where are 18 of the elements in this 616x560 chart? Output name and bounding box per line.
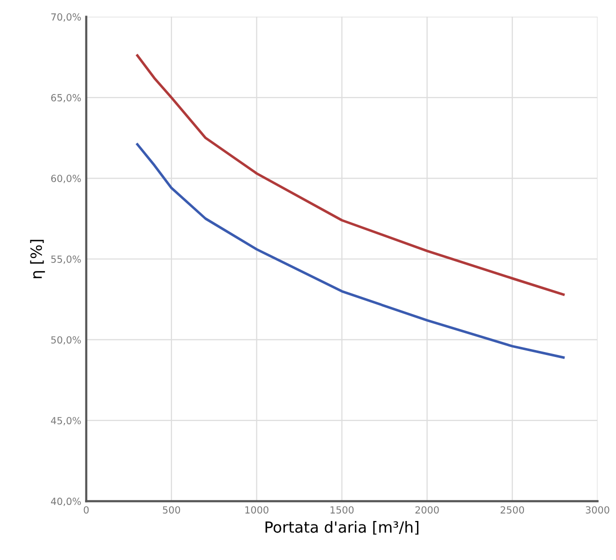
line-series [136, 54, 565, 296]
x-tick-label: 1000 [245, 506, 268, 514]
y-tick-label: 50,0% [51, 336, 81, 345]
line-series [136, 143, 565, 359]
y-tick-label: 60,0% [51, 174, 81, 184]
y-tick-label: 40,0% [50, 498, 81, 506]
y-tick-label: 55,0% [51, 255, 81, 264]
y-tick-label: 65,0% [51, 94, 81, 102]
y-tick-label: 45,0% [50, 416, 81, 426]
y-tick-label: 70,0% [51, 13, 81, 22]
x-tick-label: 500 [162, 506, 180, 514]
x-tick-label: 2500 [500, 506, 524, 514]
x-axis-title: Portata d'aria [m³/h] [266, 521, 418, 535]
x-tick-label: 3000 [586, 506, 610, 514]
x-tick-label: 2000 [415, 506, 439, 514]
x-tick-label: 0 [84, 506, 89, 514]
y-axis-title: η [%] [30, 240, 45, 278]
x-tick-label: 1500 [330, 506, 354, 514]
